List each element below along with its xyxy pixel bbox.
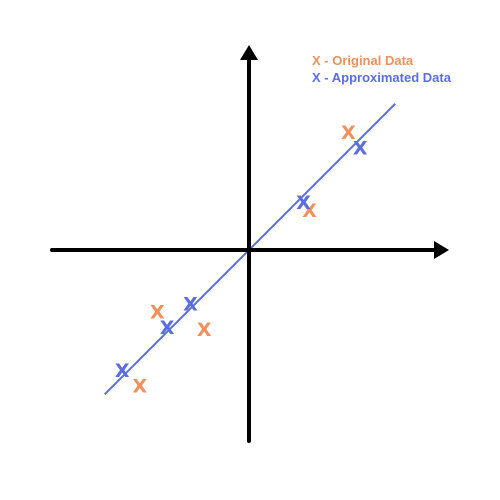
original-data-point: X [150, 301, 165, 323]
legend-item-approximated-data: X - Approximated Data [312, 70, 451, 85]
legend: X - Original Data X - Approximated Data [312, 52, 451, 86]
approximated-data-point: X [183, 294, 198, 316]
y-axis-arrowhead [240, 45, 258, 60]
original-data-point: X [132, 376, 147, 398]
x-axis-arrowhead [434, 241, 449, 259]
approximated-data-point: X [296, 192, 311, 214]
original-data-point: X [302, 200, 317, 222]
approximated-data-point: X [115, 360, 130, 382]
approximated-data-point: X [160, 317, 175, 339]
original-data-point: X [341, 122, 356, 144]
approximated-data-point: X [353, 138, 368, 160]
legend-item-original-data: X - Original Data [312, 53, 414, 68]
original-data-point: X [197, 319, 212, 341]
